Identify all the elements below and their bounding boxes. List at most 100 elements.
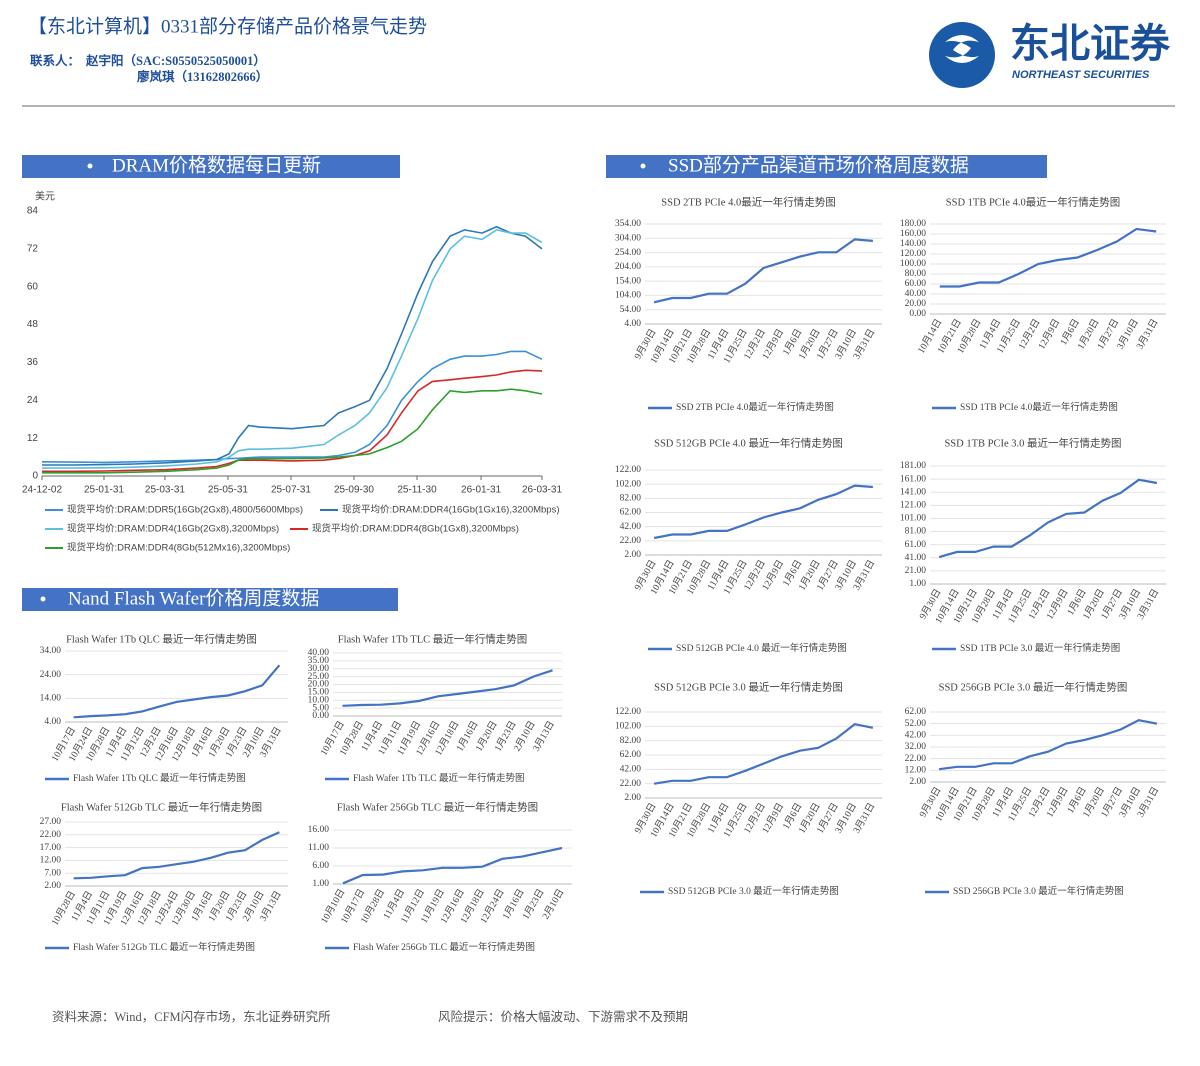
- y-tick-label: 11.00: [308, 843, 329, 853]
- legend-label: Flash Wafer 256Gb TLC 最近一年行情走势图: [353, 941, 535, 953]
- chart-title: SSD 512GB PCIe 4.0 最近一年行情走势图: [654, 436, 843, 449]
- legend-label: SSD 2TB PCIe 4.0最近一年行情走势图: [676, 401, 834, 413]
- y-tick-label: 61.00: [905, 540, 927, 550]
- y-tick-label: 82.00: [620, 494, 642, 504]
- y-tick-label: 82.00: [620, 736, 642, 746]
- y-tick-label: 80.00: [905, 269, 927, 279]
- data-line: [42, 225, 543, 466]
- y-tick-label: 60: [27, 281, 39, 292]
- data-line: [938, 719, 1158, 771]
- y-tick-label: 34.00: [40, 646, 62, 656]
- y-tick-label: 25.00: [308, 672, 330, 682]
- data-line: [42, 388, 543, 474]
- chart-title: SSD 512GB PCIe 3.0 最近一年行情走势图: [654, 680, 843, 693]
- y-tick-label: 102.00: [615, 479, 641, 489]
- y-tick-label: 0.00: [312, 711, 329, 721]
- y-tick-label: 5.00: [312, 703, 329, 713]
- data-line: [653, 723, 874, 785]
- y-tick-label: 42.00: [620, 522, 642, 532]
- x-tick-label: 25-11-30: [397, 485, 437, 496]
- y-tick-label: 122.00: [615, 465, 641, 475]
- chart-title: SSD 256GB PCIe 3.0 最近一年行情走势图: [939, 680, 1128, 693]
- y-tick-label: 354.00: [615, 219, 641, 229]
- y-tick-label: 84: [27, 206, 39, 217]
- y-tick-label: 22.00: [40, 830, 62, 840]
- data-line: [939, 227, 1157, 288]
- section-banner: [22, 588, 398, 611]
- data-line: [653, 238, 873, 304]
- y-tick-label: 102.00: [615, 722, 641, 732]
- x-tick-label: 25-09-30: [334, 485, 374, 496]
- x-tick-label: 26-01-31: [461, 485, 501, 496]
- y-tick-label: 121.00: [900, 501, 926, 511]
- risk-note: 风险提示：价格大幅波动、下游需求不及预期: [438, 1009, 688, 1024]
- data-line: [42, 369, 543, 473]
- x-tick-label: 25-03-31: [145, 485, 185, 496]
- y-tick-label: 101.00: [900, 514, 926, 524]
- logo-swirl: [945, 35, 979, 63]
- legend-label: SSD 1TB PCIe 4.0最近一年行情走势图: [960, 401, 1118, 413]
- y-tick-label: 16.00: [308, 825, 330, 835]
- y-tick-label: 154.00: [615, 276, 641, 286]
- data-line: [41, 350, 543, 464]
- y-tick-label: 36: [27, 357, 39, 368]
- y-tick-label: 62.00: [620, 508, 642, 518]
- legend-label: Flash Wafer 512Gb TLC 最近一年行情走势图: [73, 941, 255, 953]
- legend-label: SSD 512GB PCIe 4.0 最近一年行情走势图: [676, 642, 847, 654]
- y-tick-label: 24.00: [40, 670, 62, 680]
- legend-label: Flash Wafer 1Tb QLC 最近一年行情走势图: [73, 772, 246, 784]
- x-tick-label: 25-01-31: [84, 485, 124, 496]
- y-tick-label: 104.00: [615, 291, 641, 301]
- data-line: [653, 484, 873, 540]
- y-tick-label: 12: [27, 433, 39, 444]
- y-tick-label: 1.00: [909, 579, 926, 589]
- y-tick-label: 30.00: [308, 664, 330, 674]
- section-title: DRAM价格数据每日更新: [112, 154, 321, 176]
- y-tick-label: 54.00: [620, 305, 642, 315]
- page-title: 【东北计算机】0331部分存储产品价格景气走势: [28, 15, 427, 37]
- y-tick-label: 4.00: [44, 717, 61, 727]
- x-tick-label: 25-07-31: [271, 485, 311, 496]
- chart-title: Flash Wafer 512Gb TLC 最近一年行情走势图: [61, 800, 262, 813]
- y-tick-label: 120.00: [900, 249, 926, 259]
- y-tick-label: 22.00: [620, 536, 642, 546]
- contact: 赵宇阳（SAC:S0550525050001）: [85, 53, 266, 68]
- y-tick-label: 20.00: [308, 680, 330, 690]
- y-tick-label: 181.00: [900, 461, 926, 471]
- y-tick-label: 10.00: [308, 695, 330, 705]
- y-tick-label: 21.00: [905, 566, 927, 576]
- legend-label: 现货平均价:DRAM:DDR5(16Gb(2Gx8),4800/5600Mbps…: [67, 504, 303, 516]
- y-tick-label: 22.00: [905, 754, 927, 764]
- y-tick-label: 2.00: [909, 777, 926, 787]
- y-tick-label: 42.00: [620, 765, 642, 775]
- y-tick-label: 7.00: [44, 868, 61, 878]
- logo-english: NORTHEAST SECURITIES: [1012, 69, 1150, 81]
- data-line: [73, 831, 280, 880]
- legend-label: Flash Wafer 1Tb TLC 最近一年行情走势图: [353, 772, 524, 784]
- y-tick-label: 160.00: [900, 229, 926, 239]
- y-tick-label: 81.00: [905, 527, 927, 537]
- chart-title: SSD 1TB PCIe 3.0 最近一年行情走势图: [944, 436, 1121, 449]
- data-line: [73, 664, 281, 719]
- y-tick-label: 14.00: [40, 694, 62, 704]
- x-tick-label: 25-05-31: [208, 485, 248, 496]
- section-banner: [606, 155, 1047, 178]
- y-tick-label: 22.00: [620, 779, 642, 789]
- y-tick-label: 35.00: [308, 656, 330, 666]
- legend-label: 现货平均价:DRAM:DDR4(16Gb(2Gx8),3200Mbps): [67, 523, 279, 535]
- section-banner: [22, 155, 400, 178]
- y-tick-label: 17.00: [40, 843, 62, 853]
- y-tick-label: 52.00: [905, 719, 927, 729]
- y-tick-label: 0: [32, 471, 38, 482]
- y-tick-label: 140.00: [900, 239, 926, 249]
- y-tick-label: 62.00: [905, 707, 927, 717]
- section-title: Nand Flash Wafer价格周度数据: [68, 587, 319, 609]
- y-tick-label: 180.00: [900, 219, 926, 229]
- y-tick-label: 161.00: [900, 474, 926, 484]
- y-tick-label: 2.00: [44, 881, 61, 891]
- y-tick-label: 6.00: [312, 861, 329, 871]
- chart-title: Flash Wafer 1Tb QLC 最近一年行情走势图: [66, 632, 257, 645]
- data-line: [938, 478, 1158, 559]
- bullet: [87, 163, 93, 169]
- legend-label: 现货平均价:DRAM:DDR4(16Gb(1Gx16),3200Mbps): [342, 504, 560, 516]
